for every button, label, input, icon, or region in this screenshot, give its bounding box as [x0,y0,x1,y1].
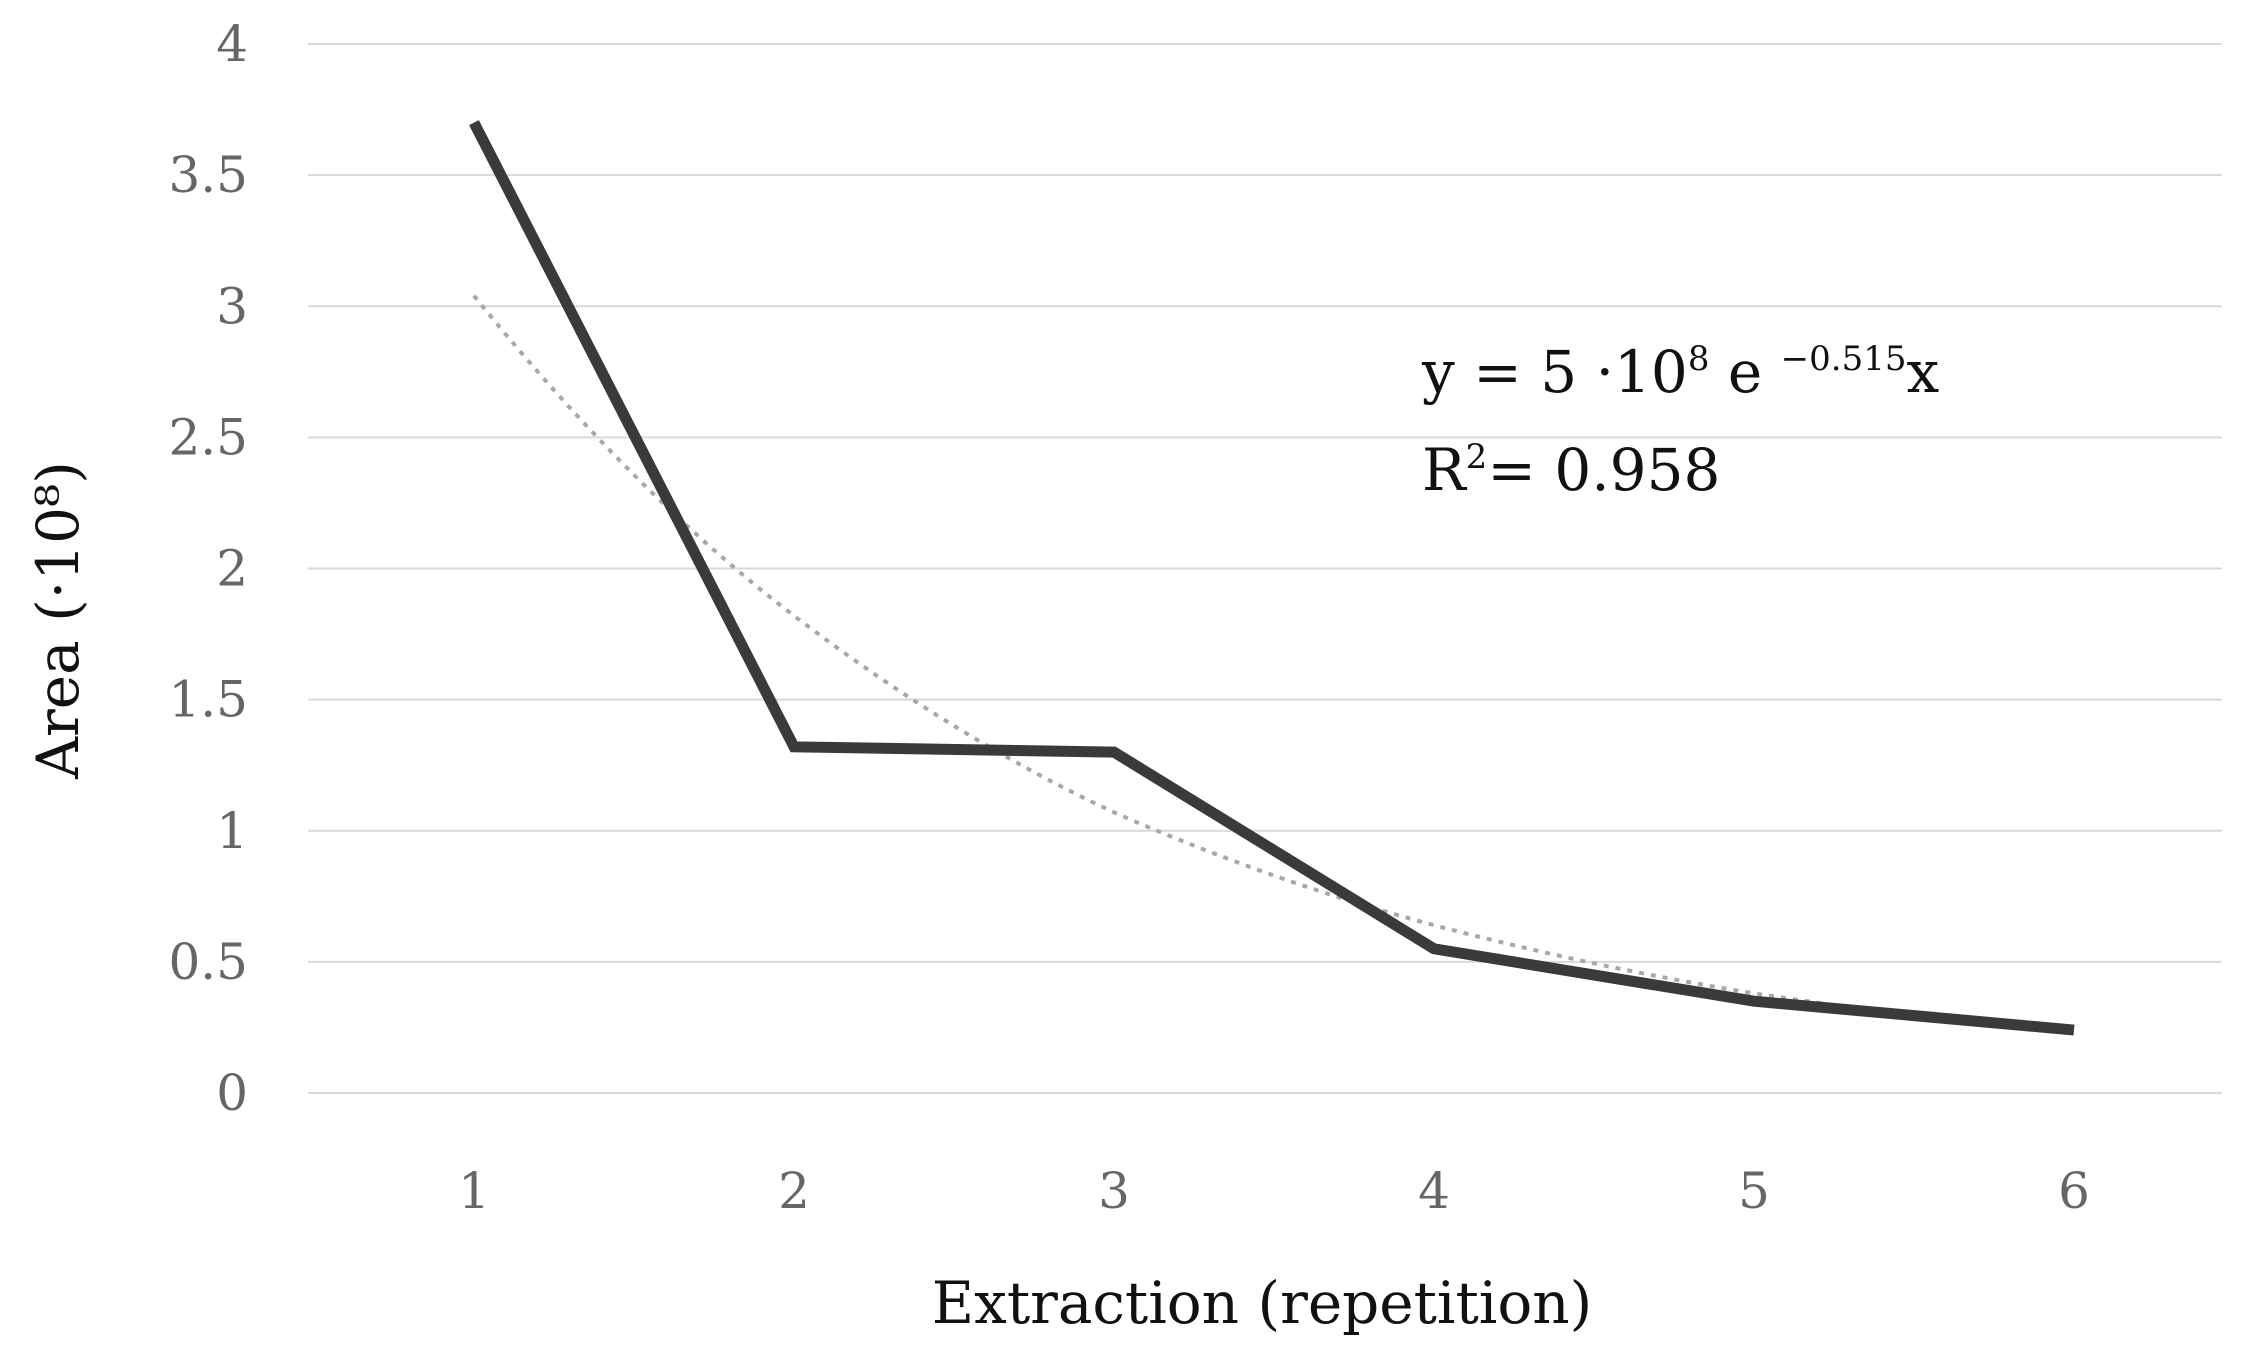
x-tick-labels: 1 2 3 4 5 6 [458,1162,2090,1220]
y-tick-label: 3 [216,277,248,335]
r-value: = 0.958 [1487,436,1720,504]
y-tick-label: 0 [216,1064,248,1122]
y-axis-title: Area (·10⁸) [24,461,92,780]
y-tick-label: 2.5 [168,408,248,466]
y-tick-labels: 0 0.5 1 1.5 2 2.5 3 3.5 4 [168,15,248,1122]
series-line-0 [469,120,2075,1036]
equation-exponent-8: 8 [1688,339,1710,379]
r-squared-label: R2= 0.958 [1422,436,1720,504]
x-tick-label: 3 [1098,1162,1130,1220]
x-tick-label: 2 [778,1162,810,1220]
y-tick-label: 3.5 [168,146,248,204]
equation-x: x [1907,338,1940,406]
y-tick-label: 2 [216,540,248,598]
y-tick-label: 4 [216,15,248,73]
x-tick-label: 4 [1418,1162,1450,1220]
equation-prefix: y = 5 ·10 [1421,338,1688,406]
r-exponent: 2 [1466,437,1488,477]
equation-e: e [1709,338,1780,406]
x-tick-label: 1 [458,1162,490,1220]
x-tick-label: 5 [1738,1162,1770,1220]
x-axis-title: Extraction (repetition) [932,1269,1592,1337]
r-symbol: R [1422,436,1468,504]
trendline-equation: y = 5 ·108 e −0.515x [1421,338,1939,406]
y-tick-label: 1.5 [168,671,248,729]
x-tick-label: 6 [2058,1162,2090,1220]
trendline-series [472,294,2075,1035]
gridlines [308,43,2222,1094]
series-group [469,120,2075,1036]
equation-exponent-coef: −0.515 [1781,339,1907,379]
y-tick-label: 1 [216,802,248,860]
y-tick-label: 0.5 [168,933,248,991]
